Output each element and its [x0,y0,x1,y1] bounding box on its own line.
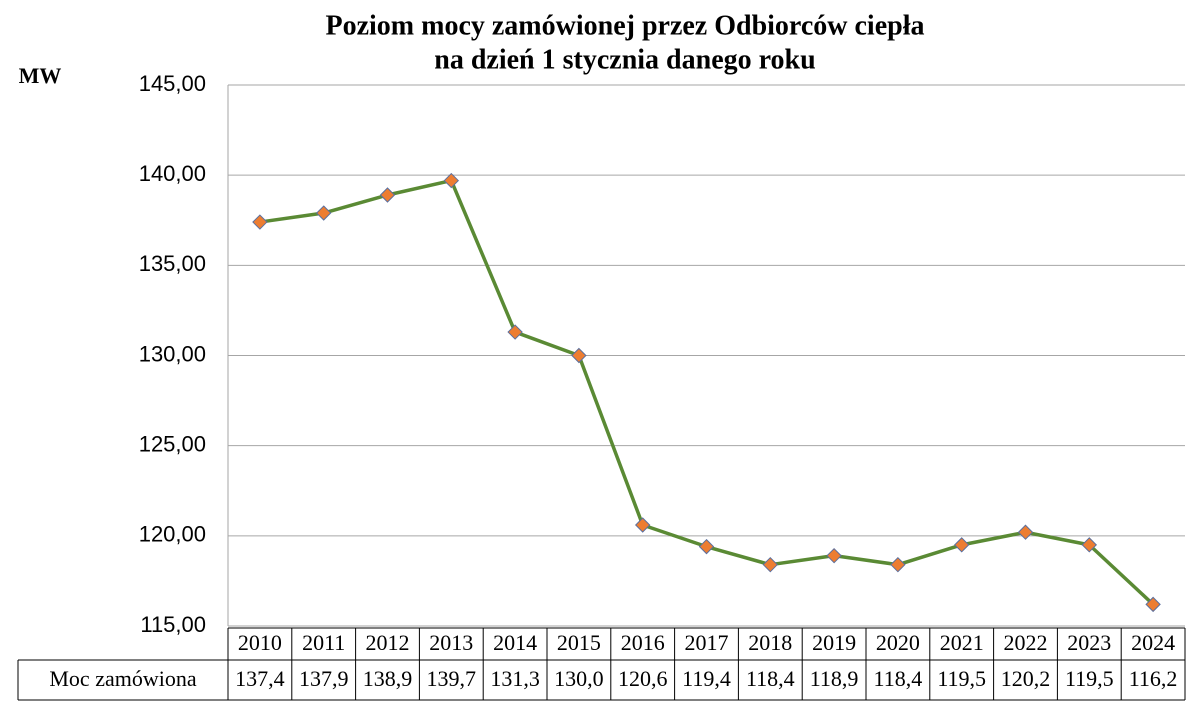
x-tick-label: 2018 [748,630,792,655]
data-marker [634,517,651,533]
data-marker [826,547,842,564]
value-label: 120,2 [1001,666,1051,691]
data-marker [571,347,587,364]
data-marker [443,172,460,189]
x-tick-label: 2013 [429,630,473,655]
data-marker [1145,596,1161,613]
data-marker [698,538,715,555]
x-tick-label: 2023 [1067,630,1111,655]
x-tick-label: 2012 [366,630,410,655]
value-label: 119,5 [937,666,986,691]
y-tick-label: 145,00 [139,71,206,96]
x-tick-label: 2017 [685,630,729,655]
data-marker [315,205,332,221]
value-label: 119,5 [1065,666,1114,691]
value-label: 137,9 [299,666,349,691]
data-marker [953,537,970,553]
x-tick-label: 2014 [493,630,537,655]
value-label: 118,4 [874,666,923,691]
x-tick-label: 2022 [1004,630,1048,655]
value-label: 118,4 [746,666,795,691]
data-marker [1081,537,1098,553]
y-axis-label: MW [19,63,62,88]
value-label: 131,3 [490,666,540,691]
x-tick-label: 2015 [557,630,601,655]
x-tick-label: 2010 [238,630,282,655]
value-label: 116,2 [1129,666,1178,691]
data-marker [507,324,523,340]
value-label: 139,7 [427,666,477,691]
value-label: 138,9 [363,666,413,691]
y-tick-label: 130,00 [139,341,206,366]
value-label: 119,4 [682,666,731,691]
chart-title: na dzień 1 stycznia danego roku [434,44,815,75]
y-tick-label: 120,00 [139,522,206,547]
x-tick-label: 2019 [812,630,856,655]
x-tick-label: 2020 [876,630,920,655]
y-tick-label: 135,00 [139,251,206,276]
value-label: 137,4 [235,666,285,691]
x-tick-label: 2024 [1131,630,1175,655]
value-label: 120,6 [618,666,668,691]
y-tick-label: 125,00 [139,431,206,456]
y-tick-label: 115,00 [140,612,206,637]
y-tick-label: 140,00 [139,161,206,186]
x-tick-label: 2021 [940,630,984,655]
data-marker [1017,524,1034,540]
value-label: 130,0 [554,666,604,691]
data-marker [890,556,906,573]
legend-label: Moc zamówiona [49,666,196,691]
x-tick-label: 2016 [621,630,665,655]
data-marker [379,187,396,203]
value-label: 118,9 [810,666,859,691]
x-tick-label: 2011 [302,630,345,655]
data-marker [762,556,779,573]
data-marker [252,214,268,230]
chart-title: Poziom mocy zamówionej przez Odbiorców c… [325,10,924,41]
